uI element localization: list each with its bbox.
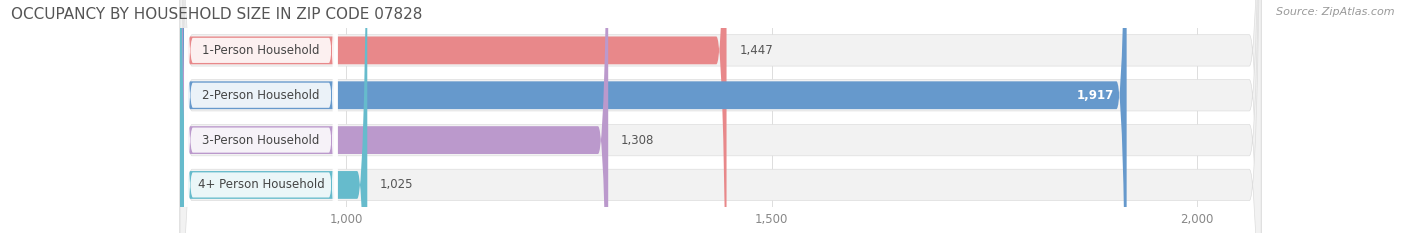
- FancyBboxPatch shape: [184, 0, 337, 233]
- FancyBboxPatch shape: [180, 0, 1126, 233]
- Text: 1,917: 1,917: [1077, 89, 1114, 102]
- Text: OCCUPANCY BY HOUSEHOLD SIZE IN ZIP CODE 07828: OCCUPANCY BY HOUSEHOLD SIZE IN ZIP CODE …: [11, 7, 423, 22]
- FancyBboxPatch shape: [180, 0, 1261, 233]
- FancyBboxPatch shape: [180, 0, 609, 233]
- FancyBboxPatch shape: [184, 0, 337, 233]
- Text: 3-Person Household: 3-Person Household: [202, 134, 319, 147]
- FancyBboxPatch shape: [180, 0, 367, 233]
- Text: 1-Person Household: 1-Person Household: [202, 44, 319, 57]
- Text: Source: ZipAtlas.com: Source: ZipAtlas.com: [1277, 7, 1395, 17]
- FancyBboxPatch shape: [180, 0, 727, 233]
- FancyBboxPatch shape: [184, 0, 337, 233]
- Text: 1,025: 1,025: [380, 178, 413, 192]
- FancyBboxPatch shape: [180, 0, 1261, 233]
- Text: 1,447: 1,447: [740, 44, 773, 57]
- FancyBboxPatch shape: [180, 0, 1261, 233]
- FancyBboxPatch shape: [180, 0, 1261, 233]
- Text: 2-Person Household: 2-Person Household: [202, 89, 319, 102]
- Text: 4+ Person Household: 4+ Person Household: [197, 178, 325, 192]
- Text: 1,308: 1,308: [621, 134, 654, 147]
- FancyBboxPatch shape: [184, 0, 337, 233]
